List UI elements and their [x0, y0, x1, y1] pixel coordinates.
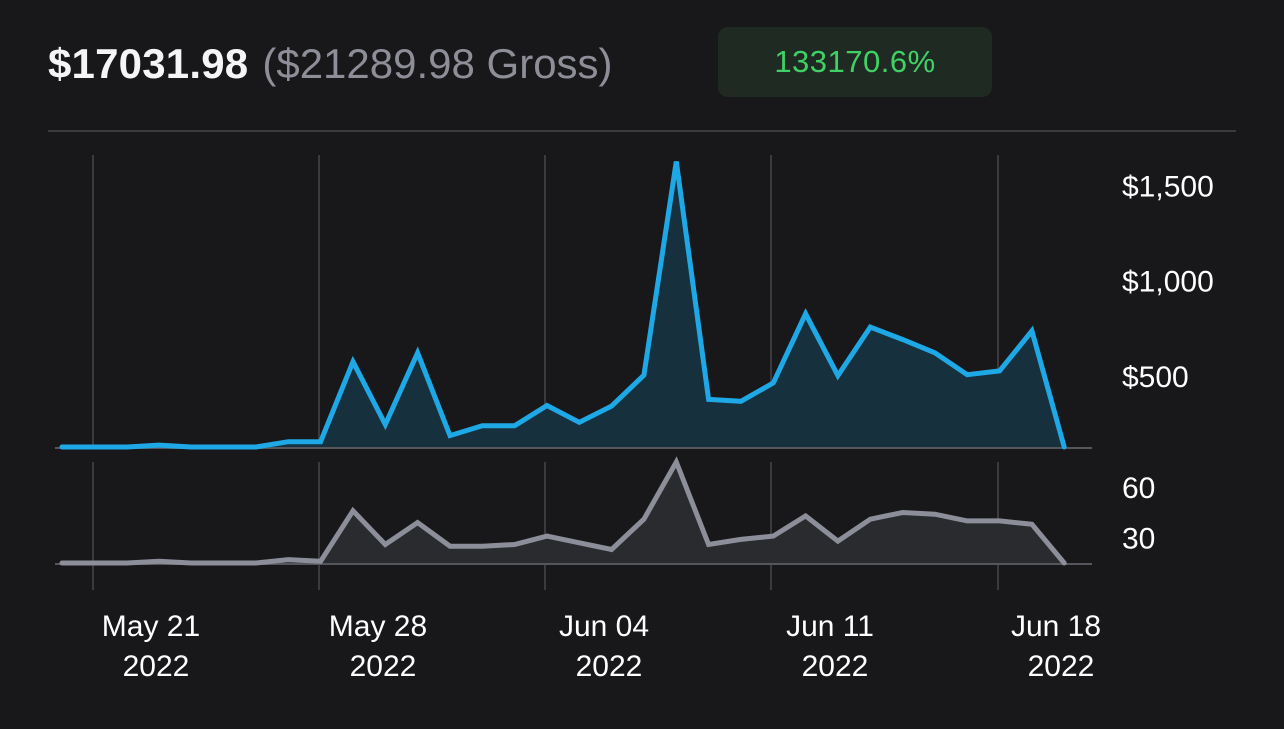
revenue-y-tick-label: $500	[1122, 361, 1189, 394]
x-tick-label-date: Jun 18	[1011, 610, 1101, 643]
sales-y-tick-label: 60	[1122, 472, 1155, 505]
x-tick-label-date: May 28	[329, 610, 427, 643]
x-tick-label-year: 2022	[802, 650, 869, 683]
x-tick-label-year: 2022	[1028, 650, 1095, 683]
sales-line	[59, 456, 1067, 566]
header: $17031.98 ($21289.98 Gross)	[48, 28, 613, 100]
change-badge: 133170.6%	[718, 27, 992, 97]
revenue-area	[62, 161, 1065, 447]
x-tick-label-date: Jun 04	[559, 610, 649, 643]
revenue-y-tick-label: $1,500	[1122, 171, 1214, 204]
sales-plot	[59, 456, 1067, 566]
sales-area	[62, 462, 1065, 563]
x-tick-label-date: May 21	[102, 610, 200, 643]
axis-labels: $1,500 $1,000 $500 60 30 May 21 2022 May 28 2022…	[102, 171, 1214, 683]
grid-lines	[55, 155, 1092, 590]
x-tick-label-year: 2022	[123, 650, 190, 683]
revenue-y-tick-label: $1,000	[1122, 266, 1214, 299]
x-tick-label-date: Jun 11	[786, 610, 874, 643]
net-total: $17031.98	[48, 40, 249, 87]
x-tick-label-year: 2022	[576, 650, 643, 683]
header-divider	[48, 130, 1236, 132]
x-tick-label-year: 2022	[350, 650, 417, 683]
gross-total: ($21289.98 Gross)	[262, 40, 613, 87]
sales-y-tick-label: 30	[1122, 523, 1155, 556]
revenue-plot	[59, 161, 1067, 450]
revenue-line	[59, 161, 1067, 450]
